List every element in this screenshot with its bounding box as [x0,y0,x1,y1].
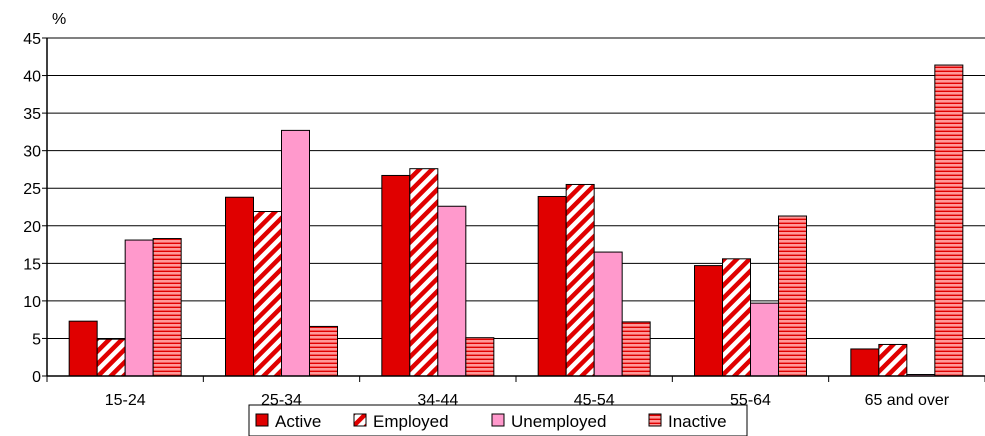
bar-active-34-44 [381,174,411,377]
axes [46,38,985,377]
y-axis-ticks: 0 5 10 15 20 25 30 35 40 45 [23,31,47,386]
legend-swatch-unemployed [491,413,505,427]
bar-unemployed-45-54 [593,251,623,377]
bar-active-55-64 [694,265,723,377]
bar-inactive-34-44 [465,337,495,377]
legend-swatch-employed [353,413,367,427]
legend-label-active: Active [275,412,321,431]
legend-swatch-inactive [648,413,662,427]
bars [68,64,964,377]
x-tick-label: 65 and over [865,392,950,409]
bar-inactive-45-54 [621,321,651,377]
bar-employed-65-and-over [878,343,908,377]
y-tick-label: 35 [23,106,41,123]
bar-unemployed-55-64 [750,302,779,377]
y-tick-label: 40 [23,69,41,86]
y-tick-label: 20 [23,219,41,236]
bar-active-25-34 [225,196,254,377]
legend-label-unemployed: Unemployed [511,412,606,431]
bar-employed-55-64 [722,258,751,377]
bar-employed-25-34 [253,211,282,377]
bar-inactive-55-64 [778,215,807,377]
y-tick-label: 25 [23,181,41,198]
legend-label-inactive: Inactive [668,412,727,431]
y-tick-label: 5 [32,331,41,348]
bar-active-65-and-over [850,348,880,377]
bar-inactive-25-34 [309,325,338,377]
bar-inactive-65-and-over [934,64,964,377]
legend-swatch-active [255,413,269,427]
legend: Active Employed Unemployed Inactive [248,404,748,436]
bar-inactive-15-24 [152,238,182,377]
y-tick-label: 0 [32,369,41,386]
y-tick-label: 30 [23,144,41,161]
gridlines [47,37,985,339]
bar-employed-34-44 [409,168,439,377]
bar-unemployed-15-24 [124,239,154,377]
legend-label-employed: Employed [373,412,449,431]
bar-unemployed-34-44 [437,205,467,377]
bar-active-15-24 [68,320,98,377]
y-tick-label: 10 [23,294,41,311]
bar-employed-15-24 [96,338,126,377]
bar-active-45-54 [537,195,567,377]
y-tick-label: 45 [23,31,41,48]
bar-unemployed-25-34 [281,129,310,377]
y-tick-label: 15 [23,256,41,273]
x-tick-label: 15-24 [105,392,146,409]
x-axis-ticks: 15-24 25-34 34-44 45-54 55-64 65 and over [46,376,985,409]
y-axis-label: % [52,11,66,28]
bar-employed-45-54 [565,183,595,377]
